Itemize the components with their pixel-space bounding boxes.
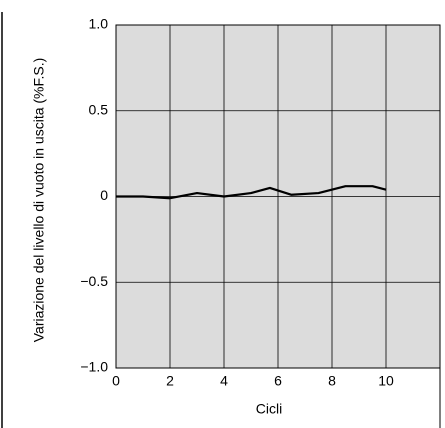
x-tick-label: 10 — [378, 373, 394, 389]
y-tick-label: 0.5 — [89, 101, 109, 117]
x-tick-label: 8 — [328, 373, 336, 389]
x-axis-label: Cicli — [256, 401, 282, 417]
series-line — [116, 185, 387, 200]
x-tick-label: 0 — [112, 373, 120, 389]
y-tick-label: 0 — [100, 187, 108, 203]
y-axis-label: Variazione del livello di vuoto in uscit… — [31, 58, 47, 343]
x-tick-label: 4 — [220, 373, 228, 389]
y-tick-label: −1.0 — [80, 359, 108, 375]
x-tick-label: 2 — [166, 373, 174, 389]
x-tick-label: 6 — [274, 373, 282, 389]
y-tick-label: −0.5 — [80, 273, 108, 289]
y-tick-label: 1.0 — [89, 16, 109, 32]
